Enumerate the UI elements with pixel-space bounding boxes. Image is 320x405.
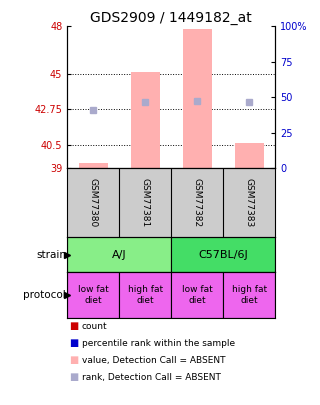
Text: A/J: A/J xyxy=(112,249,126,260)
Bar xyxy=(171,272,223,318)
Text: strain: strain xyxy=(36,249,66,260)
Bar xyxy=(223,272,275,318)
Bar xyxy=(119,272,171,318)
Text: percentile rank within the sample: percentile rank within the sample xyxy=(82,339,235,347)
Text: C57BL/6J: C57BL/6J xyxy=(198,249,248,260)
Text: low fat
diet: low fat diet xyxy=(182,285,212,305)
Text: GSM77381: GSM77381 xyxy=(141,178,150,228)
Text: ■: ■ xyxy=(69,372,78,382)
Text: ■: ■ xyxy=(69,338,78,348)
Text: value, Detection Call = ABSENT: value, Detection Call = ABSENT xyxy=(82,356,225,364)
Text: GSM77382: GSM77382 xyxy=(193,178,202,227)
Bar xyxy=(131,72,159,168)
Text: high fat
diet: high fat diet xyxy=(232,285,267,305)
Text: high fat
diet: high fat diet xyxy=(128,285,163,305)
Title: GDS2909 / 1449182_at: GDS2909 / 1449182_at xyxy=(90,11,252,25)
Text: ■: ■ xyxy=(69,321,78,331)
Bar xyxy=(79,163,108,168)
Text: GSM77380: GSM77380 xyxy=(89,178,98,228)
Bar xyxy=(67,272,119,318)
Text: low fat
diet: low fat diet xyxy=(78,285,108,305)
Text: rank, Detection Call = ABSENT: rank, Detection Call = ABSENT xyxy=(82,373,220,382)
Bar xyxy=(67,237,171,272)
Bar xyxy=(171,237,275,272)
Text: count: count xyxy=(82,322,107,330)
Bar xyxy=(235,143,263,168)
Text: protocol: protocol xyxy=(23,290,66,300)
Text: ■: ■ xyxy=(69,355,78,365)
Text: GSM77383: GSM77383 xyxy=(245,178,254,228)
Bar xyxy=(183,29,212,168)
